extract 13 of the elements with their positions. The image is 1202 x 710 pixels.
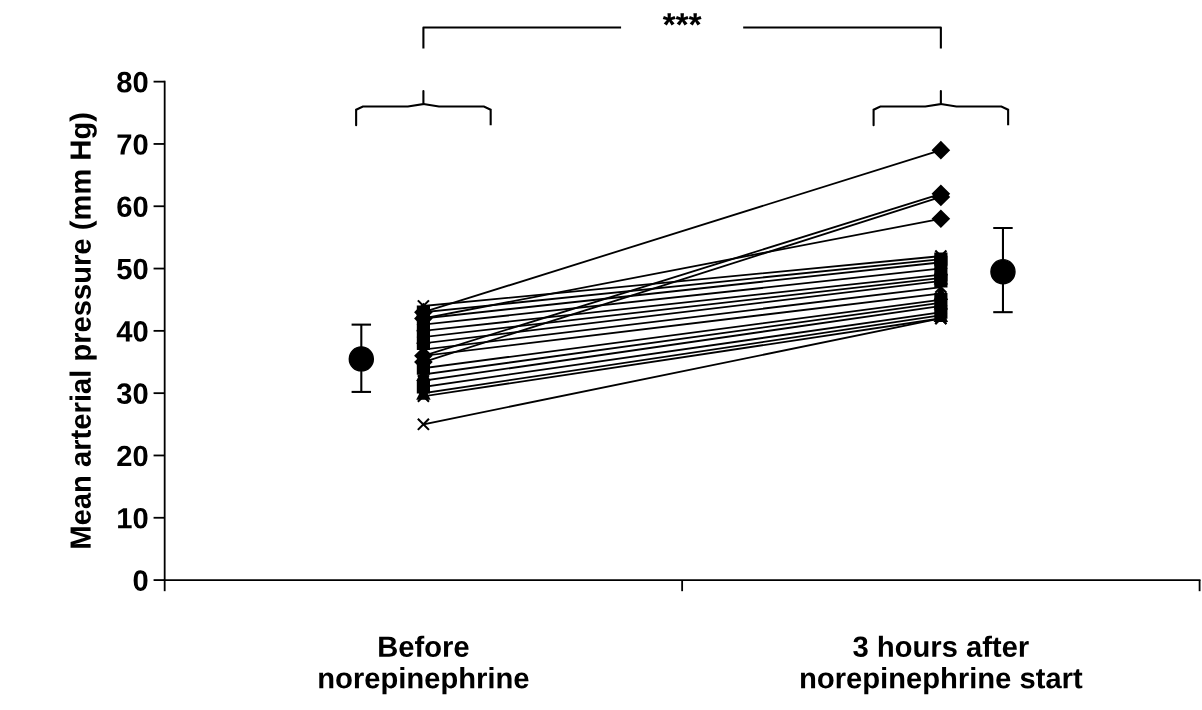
x-tick-label: 3 hours after norepinephrine start xyxy=(801,635,1083,695)
y-axis-title: Mean arterial pressure (mm Hg) xyxy=(69,113,97,548)
y-tick-label: 0 xyxy=(133,570,148,591)
y-tick-label: 80 xyxy=(117,71,148,93)
y-tick-label: 20 xyxy=(117,445,148,467)
y-tick-label: 60 xyxy=(117,196,148,218)
y-tick-label: 30 xyxy=(116,383,148,405)
y-tick-label: 40 xyxy=(116,321,148,342)
y-tick-label: 10 xyxy=(118,507,148,529)
y-tick-label: 50 xyxy=(117,258,148,280)
text: *** xyxy=(662,13,702,26)
x-tick-label: Before norepinephrine xyxy=(319,635,529,695)
y-tick-label: 70 xyxy=(117,134,148,155)
